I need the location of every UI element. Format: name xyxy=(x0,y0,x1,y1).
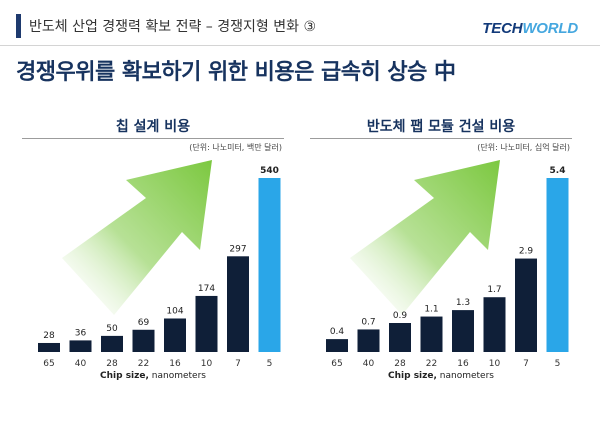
chart-unit: (단위: 나노미터, 백만 달러) xyxy=(189,143,282,152)
chip-design-cost-chart: 칩 설계 비용 (단위: 나노미터, 백만 달러) 28 65 36 40 50 28 69… xyxy=(22,110,284,390)
bar-5 xyxy=(546,178,569,352)
bar-22 xyxy=(420,316,443,352)
data-label-5: 540 xyxy=(260,166,279,176)
x-tick-label-5: 5 xyxy=(267,359,273,369)
x-tick-label-16: 16 xyxy=(457,359,469,369)
logo-text-part-2: WORLD xyxy=(522,20,578,37)
data-label-16: 1.3 xyxy=(456,298,470,308)
bar-7 xyxy=(227,256,249,352)
bar-16 xyxy=(452,310,474,352)
bar-65 xyxy=(326,339,348,352)
data-label-22: 69 xyxy=(138,318,150,328)
header-divider xyxy=(0,45,600,46)
bar-65 xyxy=(38,342,60,352)
data-label-28: 0.9 xyxy=(393,311,408,321)
header-title: 반도체 산업 경쟁력 확보 전략 – 경쟁지형 변화 ③ xyxy=(29,19,316,35)
x-tick-label-22: 22 xyxy=(426,359,437,369)
chart-title: 반도체 팹 모듈 건설 비용 xyxy=(366,119,516,135)
fab-module-cost-chart: 반도체 팹 모듈 건설 비용 (단위: 나노미터, 십억 달러) 0.4 65 0.… xyxy=(310,110,572,390)
chart-title-rule xyxy=(22,138,284,139)
rising-trend-arrow xyxy=(62,160,212,315)
x-tick-label-65: 65 xyxy=(331,359,342,369)
x-tick-label-28: 28 xyxy=(394,359,406,369)
x-tick-label-22: 22 xyxy=(138,359,149,369)
x-tick-label-40: 40 xyxy=(75,359,87,369)
x-tick-label-7: 7 xyxy=(523,359,529,369)
bar-10 xyxy=(483,297,506,352)
x-tick-label-10: 10 xyxy=(489,359,501,369)
bar-7 xyxy=(515,258,537,352)
x-tick-label-5: 5 xyxy=(555,359,561,369)
x-tick-label-65: 65 xyxy=(43,359,54,369)
data-label-65: 0.4 xyxy=(330,327,345,337)
x-tick-label-40: 40 xyxy=(363,359,375,369)
bar-22 xyxy=(132,329,155,352)
header-accent-bar xyxy=(16,14,21,38)
chart-plot-area: 28 65 36 40 50 28 69 22 104 16 174 10 297 7 540 5 xyxy=(38,160,281,369)
data-label-65: 28 xyxy=(43,331,55,341)
data-label-10: 174 xyxy=(198,284,215,294)
data-label-7: 2.9 xyxy=(519,247,534,257)
x-tick-label-7: 7 xyxy=(235,359,241,369)
x-tick-label-10: 10 xyxy=(201,359,213,369)
chart-title-rule xyxy=(310,138,572,139)
bar-28 xyxy=(389,323,411,352)
data-label-16: 104 xyxy=(166,306,183,316)
bar-40 xyxy=(357,329,380,352)
bar-5 xyxy=(258,178,281,352)
chart-unit: (단위: 나노미터, 십억 달러) xyxy=(477,143,570,152)
data-label-40: 0.7 xyxy=(361,317,375,327)
logo-text-part-1: TECH xyxy=(482,20,523,37)
x-tick-label-28: 28 xyxy=(106,359,118,369)
x-axis-label: Chip size, nanometers xyxy=(388,371,494,381)
chart-title: 칩 설계 비용 xyxy=(115,119,191,135)
data-label-40: 36 xyxy=(75,328,87,338)
data-label-7: 297 xyxy=(229,244,246,254)
rising-trend-arrow xyxy=(350,160,500,315)
bar-28 xyxy=(101,335,123,352)
data-label-28: 50 xyxy=(106,324,118,334)
data-label-5: 5.4 xyxy=(550,166,566,176)
chart-plot-area: 0.4 65 0.7 40 0.9 28 1.1 22 1.3 16 1.7 10 2.9 7 5.4 5 xyxy=(326,160,569,369)
page-headline: 경쟁우위를 확보하기 위한 비용은 급속히 상승 中 xyxy=(16,60,456,85)
data-label-10: 1.7 xyxy=(487,285,501,295)
bar-10 xyxy=(195,295,218,352)
data-label-22: 1.1 xyxy=(424,305,438,315)
techworld-logo: TECHWORLD xyxy=(482,20,578,37)
bar-40 xyxy=(69,340,92,352)
bar-16 xyxy=(164,318,186,352)
x-tick-label-16: 16 xyxy=(169,359,181,369)
x-axis-label: Chip size, nanometers xyxy=(100,371,206,381)
